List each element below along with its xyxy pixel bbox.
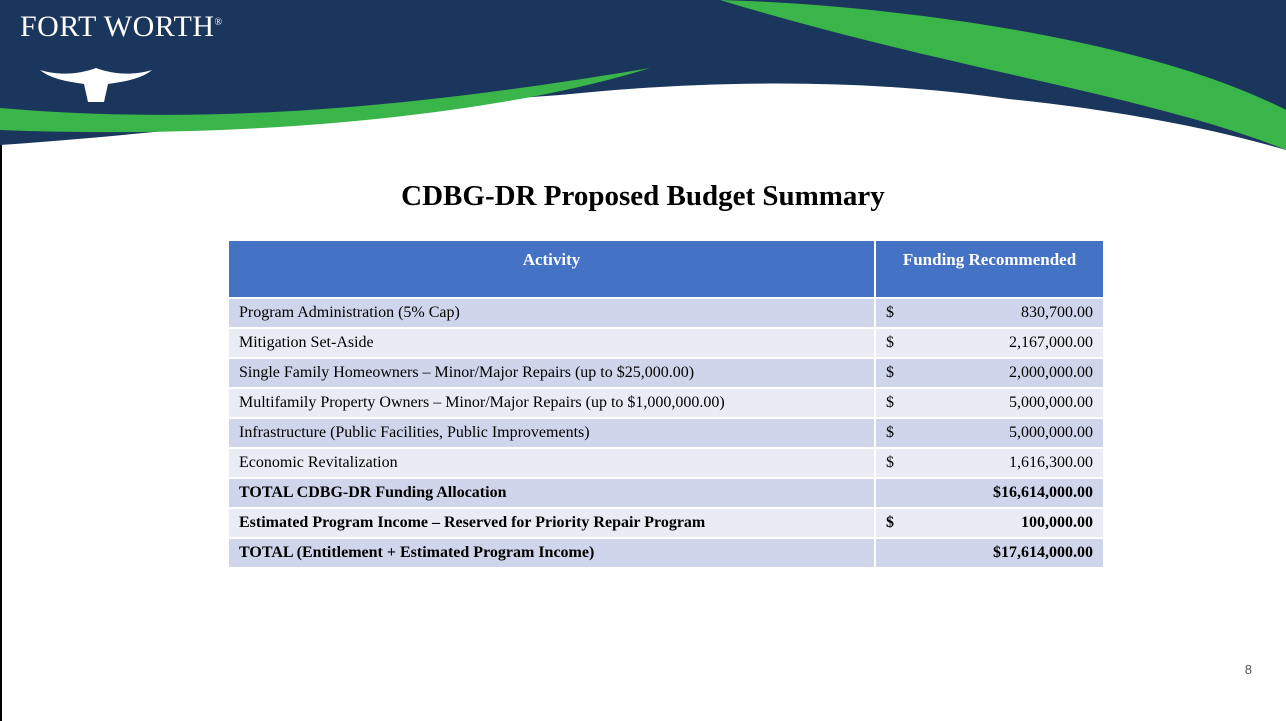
table-row: TOTAL (Entitlement + Estimated Program I… bbox=[229, 537, 1105, 567]
green-swoosh bbox=[720, 0, 1286, 150]
activity-cell: Mitigation Set-Aside bbox=[229, 327, 876, 358]
funding-cell: $17,614,000.00 bbox=[875, 537, 1105, 567]
currency: $ bbox=[886, 334, 894, 351]
funding-cell: $1,616,300.00 bbox=[875, 447, 1105, 478]
activity-cell: Multifamily Property Owners – Minor/Majo… bbox=[229, 387, 876, 418]
funding-cell: $2,000,000.00 bbox=[875, 357, 1105, 388]
funding-cell: $2,167,000.00 bbox=[875, 327, 1105, 358]
table-row: TOTAL CDBG-DR Funding Allocation $16,614,… bbox=[229, 477, 1105, 508]
page-number: 8 bbox=[1244, 662, 1252, 677]
table-body: Program Administration (5% Cap) $830,700.… bbox=[229, 297, 1105, 567]
amount: $16,614,000.00 bbox=[993, 484, 1093, 501]
logo-text: FORT WORTH bbox=[20, 10, 215, 43]
logo-mark: ® bbox=[214, 17, 223, 28]
logo: FORT WORTH® bbox=[20, 10, 223, 44]
activity-cell: TOTAL CDBG-DR Funding Allocation bbox=[229, 477, 876, 508]
currency: $ bbox=[886, 454, 894, 471]
title: CDBG-DR Proposed Budget Summary bbox=[401, 180, 885, 212]
amount: 5,000,000.00 bbox=[1009, 394, 1093, 411]
table-row: Mitigation Set-Aside $2,167,000.00 bbox=[229, 327, 1105, 358]
amount: 2,167,000.00 bbox=[1009, 334, 1093, 351]
amount: 2,000,000.00 bbox=[1009, 364, 1093, 381]
currency: $ bbox=[886, 394, 894, 411]
amount: 1,616,300.00 bbox=[1009, 454, 1093, 471]
currency: $ bbox=[886, 364, 894, 381]
activity-cell: Program Administration (5% Cap) bbox=[229, 297, 876, 328]
header-row: Activity Funding Recommended bbox=[229, 241, 1105, 298]
table-row: Estimated Program Income – Reserved for … bbox=[229, 507, 1105, 538]
green-swoosh-left bbox=[0, 68, 650, 133]
table-row: Program Administration (5% Cap) $830,700.… bbox=[229, 297, 1105, 328]
funding-cell: $830,700.00 bbox=[875, 297, 1105, 328]
funding-cell: $5,000,000.00 bbox=[875, 417, 1105, 448]
longhorn-icon bbox=[40, 68, 152, 102]
amount: 5,000,000.00 bbox=[1009, 424, 1093, 441]
table-row: Multifamily Property Owners – Minor/Majo… bbox=[229, 387, 1105, 418]
activity-cell: Infrastructure (Public Facilities, Publi… bbox=[229, 417, 876, 448]
activity-cell: TOTAL (Entitlement + Estimated Program I… bbox=[229, 537, 876, 567]
activity-cell: Economic Revitalization bbox=[229, 447, 876, 478]
budget-table: Activity Funding Recommended Program Adm… bbox=[229, 241, 1105, 567]
table-row: Single Family Homeowners – Minor/Major R… bbox=[229, 357, 1105, 388]
amount: 100,000.00 bbox=[1021, 514, 1093, 531]
table-row: Economic Revitalization $1,616,300.00 bbox=[229, 447, 1105, 478]
table-row: Infrastructure (Public Facilities, Publi… bbox=[229, 417, 1105, 448]
currency: $ bbox=[886, 514, 894, 531]
funding-cell: $100,000.00 bbox=[875, 507, 1105, 538]
currency: $ bbox=[886, 424, 894, 441]
amount: $17,614,000.00 bbox=[993, 544, 1093, 561]
activity-cell: Single Family Homeowners – Minor/Major R… bbox=[229, 357, 876, 388]
funding-cell: $5,000,000.00 bbox=[875, 387, 1105, 418]
funding-cell: $16,614,000.00 bbox=[875, 477, 1105, 508]
banner bbox=[0, 0, 1286, 185]
header-cell: Activity bbox=[229, 241, 876, 298]
activity-cell: Estimated Program Income – Reserved for … bbox=[229, 507, 876, 538]
amount: 830,700.00 bbox=[1021, 304, 1093, 321]
currency: $ bbox=[886, 304, 894, 321]
header-cell: Funding Recommended bbox=[875, 241, 1105, 298]
